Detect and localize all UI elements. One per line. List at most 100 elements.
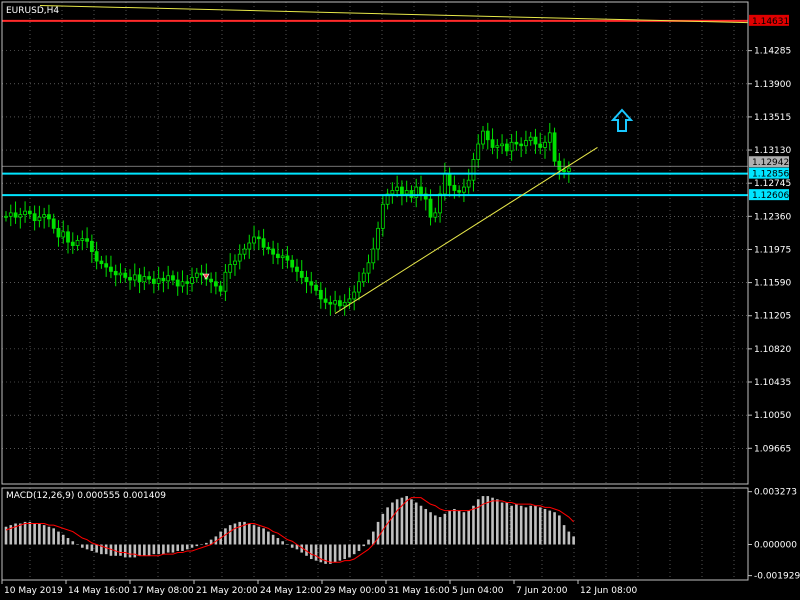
macd-bar bbox=[391, 502, 394, 545]
macd-bar bbox=[90, 544, 94, 551]
macd-bar bbox=[19, 523, 22, 545]
macd-bar bbox=[534, 505, 537, 545]
candle-body bbox=[80, 238, 85, 241]
macd-bar bbox=[453, 508, 456, 545]
macd-bar bbox=[386, 507, 389, 545]
macd-bar bbox=[281, 541, 284, 545]
macd-bar bbox=[548, 510, 552, 545]
candle-body bbox=[185, 281, 190, 284]
indicator-label: MACD(12,26,9) 0.000555 0.001409 bbox=[6, 491, 166, 501]
candle-body bbox=[32, 213, 37, 222]
candle-body bbox=[528, 136, 533, 141]
macd-bar bbox=[538, 507, 542, 545]
candle-body bbox=[99, 260, 104, 265]
macd-bar bbox=[472, 505, 475, 545]
candle-body bbox=[490, 139, 495, 148]
macd-bar bbox=[343, 544, 346, 560]
candle-body bbox=[404, 190, 409, 195]
candle-body bbox=[524, 140, 528, 147]
macd-bar bbox=[205, 542, 208, 545]
macd-bar bbox=[419, 505, 423, 545]
macd-bar bbox=[224, 528, 227, 545]
candle-body bbox=[337, 300, 342, 307]
time-axis: 10 May 2019 14 May 16:00 17 May 08:00 21 Ma… bbox=[1, 580, 637, 596]
macd-bar bbox=[128, 544, 132, 558]
indicator-axis: 0.003273 0.000000 -0.001929 bbox=[748, 488, 800, 582]
macd-bar bbox=[410, 499, 413, 545]
candle-body bbox=[228, 264, 233, 273]
candle-body bbox=[27, 210, 32, 215]
candle-body bbox=[233, 260, 237, 265]
candle-body bbox=[113, 271, 118, 276]
candle-body bbox=[61, 231, 66, 238]
candle-body bbox=[366, 262, 371, 274]
macd-bar bbox=[28, 521, 32, 545]
price-tick-label: 1.14285 bbox=[754, 47, 791, 57]
candle-body bbox=[347, 298, 352, 303]
time-tick-label: 29 May 00:00 bbox=[324, 586, 386, 596]
candle-body bbox=[213, 281, 218, 287]
macd-bar bbox=[476, 499, 480, 545]
macd-bar bbox=[467, 510, 470, 545]
up-arrow-icon[interactable] bbox=[610, 108, 634, 132]
candle-body bbox=[299, 271, 304, 278]
candle-body bbox=[419, 186, 423, 195]
macd-bar bbox=[104, 544, 108, 555]
macd-bar bbox=[481, 496, 485, 545]
macd-bar bbox=[443, 513, 447, 545]
macd-bar bbox=[434, 515, 437, 545]
candle-body bbox=[471, 159, 476, 181]
candle-body bbox=[190, 277, 194, 284]
candle-body bbox=[504, 143, 509, 152]
macd-bar bbox=[181, 544, 184, 551]
time-tick-label: 17 May 08:00 bbox=[132, 586, 194, 596]
candle-body bbox=[171, 275, 175, 281]
candle-body bbox=[371, 248, 376, 264]
macd-bar bbox=[348, 544, 351, 558]
candle-body bbox=[223, 271, 228, 292]
macd-bar bbox=[462, 512, 466, 545]
candle-body bbox=[361, 272, 366, 283]
macd-bar bbox=[200, 544, 203, 545]
price-tick-label: 1.13130 bbox=[754, 146, 791, 156]
candle-body bbox=[13, 212, 18, 218]
macd-bar bbox=[510, 505, 513, 545]
price-line-tags: 1.14631 1.12942 1.12856 1.12606 bbox=[749, 14, 789, 201]
macd-bar bbox=[357, 544, 361, 551]
candle-body bbox=[218, 285, 223, 292]
indicator-tick-label: -0.001929 bbox=[754, 572, 800, 582]
candle-body bbox=[333, 300, 338, 305]
macd-bar bbox=[572, 536, 575, 545]
macd-bar bbox=[238, 521, 242, 545]
time-tick-label: 31 May 16:00 bbox=[388, 586, 450, 596]
time-tick-label: 14 May 16:00 bbox=[68, 586, 130, 596]
macd-bar bbox=[424, 508, 428, 545]
macd-bar bbox=[500, 502, 504, 545]
trend-line[interactable] bbox=[334, 147, 598, 315]
price-tick-label: 1.10050 bbox=[754, 411, 791, 421]
candle-body bbox=[66, 231, 70, 243]
candle-body bbox=[75, 240, 80, 246]
macd-bar bbox=[367, 539, 370, 545]
macd-bar bbox=[166, 544, 170, 553]
candle-body bbox=[562, 169, 566, 172]
candle-body bbox=[428, 198, 433, 218]
macd-bar bbox=[133, 544, 137, 558]
symbol-label: EURUSD,H4 bbox=[6, 6, 59, 16]
macd-bar bbox=[14, 523, 17, 545]
macd-bar bbox=[519, 505, 523, 545]
price-tag-box bbox=[749, 167, 789, 179]
candle-body bbox=[132, 274, 137, 281]
down-marker-icon[interactable] bbox=[202, 273, 210, 280]
candle-body bbox=[500, 143, 504, 147]
candle-body bbox=[466, 179, 471, 188]
macd-bar bbox=[52, 528, 55, 545]
macd-bar bbox=[9, 525, 13, 545]
candle-body bbox=[94, 251, 99, 262]
macd-bar bbox=[333, 544, 337, 563]
price-lines[interactable] bbox=[2, 4, 749, 197]
candle-body bbox=[123, 272, 128, 278]
candle-body bbox=[557, 160, 562, 171]
macd-bar bbox=[33, 523, 36, 545]
